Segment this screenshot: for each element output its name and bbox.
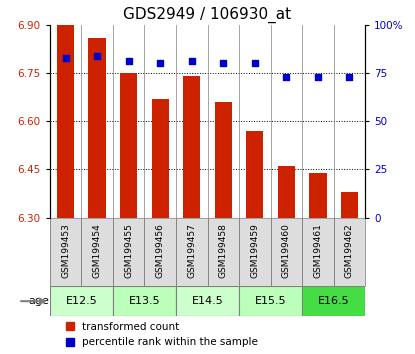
Point: [315, 74, 321, 80]
Text: E13.5: E13.5: [129, 296, 160, 306]
Bar: [57, 25, 74, 218]
Bar: [208, 218, 239, 286]
Text: E12.5: E12.5: [66, 296, 97, 306]
Bar: [239, 218, 271, 286]
Bar: [246, 131, 264, 218]
Bar: [309, 173, 327, 218]
Bar: [50, 286, 113, 316]
Bar: [113, 218, 144, 286]
Bar: [88, 38, 106, 218]
Text: GSM199462: GSM199462: [345, 223, 354, 278]
Text: GSM199454: GSM199454: [93, 223, 102, 278]
Bar: [113, 286, 176, 316]
Text: GSM199453: GSM199453: [61, 223, 70, 278]
Bar: [278, 166, 295, 218]
Text: GSM199456: GSM199456: [156, 223, 165, 278]
Text: GSM199455: GSM199455: [124, 223, 133, 278]
Text: E16.5: E16.5: [318, 296, 349, 306]
Point: [220, 61, 227, 66]
Text: age: age: [28, 296, 49, 306]
Point: [346, 74, 353, 80]
Point: [251, 61, 258, 66]
Bar: [120, 73, 137, 218]
Bar: [144, 218, 176, 286]
Point: [283, 74, 290, 80]
Title: GDS2949 / 106930_at: GDS2949 / 106930_at: [123, 7, 292, 23]
Point: [157, 61, 164, 66]
Text: E15.5: E15.5: [255, 296, 286, 306]
Bar: [302, 286, 365, 316]
Text: GSM199461: GSM199461: [313, 223, 322, 278]
Point: [94, 53, 100, 58]
Text: GSM199460: GSM199460: [282, 223, 291, 278]
Bar: [151, 99, 169, 218]
Text: GSM199457: GSM199457: [187, 223, 196, 278]
Bar: [271, 218, 302, 286]
Bar: [239, 286, 302, 316]
Point: [62, 55, 69, 61]
Bar: [341, 192, 358, 218]
Legend: transformed count, percentile rank within the sample: transformed count, percentile rank withi…: [61, 318, 262, 352]
Bar: [50, 218, 81, 286]
Point: [188, 59, 195, 64]
Bar: [176, 286, 239, 316]
Bar: [81, 218, 113, 286]
Text: E14.5: E14.5: [192, 296, 223, 306]
Bar: [176, 218, 208, 286]
Bar: [334, 218, 365, 286]
Bar: [302, 218, 334, 286]
Bar: [183, 76, 200, 218]
Bar: [215, 102, 232, 218]
Text: GSM199459: GSM199459: [250, 223, 259, 278]
Text: GSM199458: GSM199458: [219, 223, 228, 278]
Point: [125, 59, 132, 64]
